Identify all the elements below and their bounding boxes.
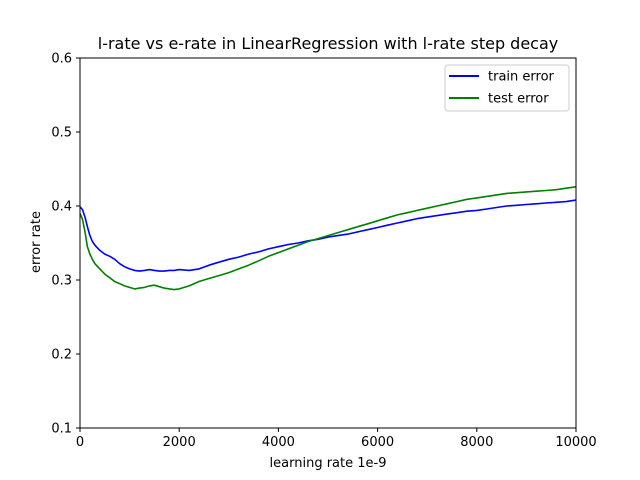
legend-entry-label: train error — [488, 70, 555, 85]
y-axis-label: error rate — [29, 211, 44, 273]
y-tick-label: 0.6 — [51, 52, 72, 67]
y-tick-label: 0.3 — [51, 274, 72, 289]
legend: train error test error — [444, 64, 570, 112]
chart-title: l-rate vs e-rate in LinearRegression wit… — [98, 34, 559, 53]
series-line-test-error — [79, 186, 577, 291]
legend-entry-label: test error — [488, 92, 549, 107]
series-line-train-error — [79, 199, 577, 272]
x-tick-label: 10000 — [555, 435, 596, 450]
y-tick-label: 0.4 — [51, 200, 72, 215]
plot-area — [79, 186, 577, 291]
x-tick-label: 4000 — [262, 435, 295, 450]
y-tick-label: 0.5 — [51, 126, 72, 141]
axes-frame — [79, 57, 577, 429]
x-tick-label: 6000 — [361, 435, 394, 450]
y-tick-label: 0.2 — [51, 348, 72, 363]
axes: 0 2000 4000 6000 8000 10000 0.1 0.2 0.3 0.4 0.5 0.6 — [51, 52, 596, 451]
x-axis-label: learning rate 1e-9 — [270, 456, 387, 471]
x-tick-label: 8000 — [460, 435, 493, 450]
y-tick-label: 0.1 — [51, 422, 72, 437]
x-tick-label: 0 — [76, 435, 84, 450]
x-tick-label: 2000 — [163, 435, 196, 450]
